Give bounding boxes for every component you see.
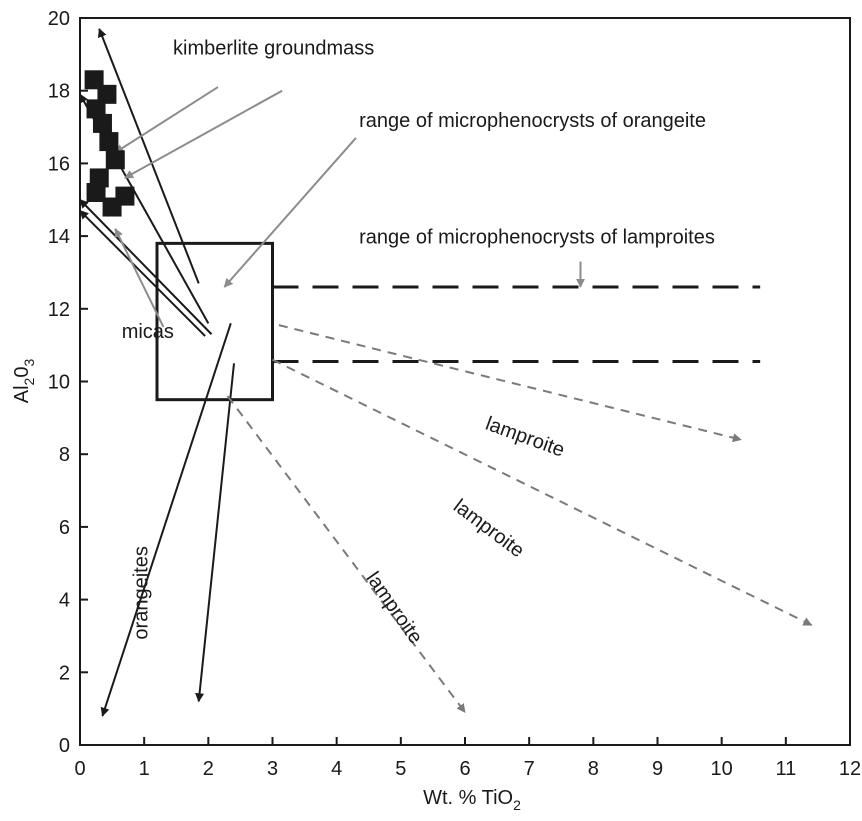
data-point: [102, 197, 122, 217]
mica-pointer: [114, 228, 165, 328]
x-tick-label: 10: [711, 758, 733, 780]
y-tick-label: 14: [48, 226, 70, 248]
y-axis-title: Al203: [11, 359, 37, 404]
kimberlite-pointer-1: [114, 86, 219, 154]
y-tick-label: 0: [59, 735, 70, 757]
y-tick-label: 4: [59, 590, 70, 612]
annotation-lamproite_range: range of microphenocrysts of lamproites: [359, 226, 715, 248]
y-tick-label: 12: [48, 299, 70, 321]
annotation-orangeite_range: range of microphenocrysts of orangeite: [359, 110, 706, 132]
annotation-micas: micas: [122, 321, 174, 343]
x-tick-label: 1: [139, 758, 150, 780]
kimberlite-pointer-2: [124, 89, 283, 179]
y-tick-label: 18: [48, 81, 70, 103]
data-point: [99, 132, 119, 152]
annotation-orangeites: orangeites: [130, 546, 152, 639]
x-tick-label: 4: [331, 758, 342, 780]
data-point: [84, 70, 104, 90]
data-point: [89, 168, 109, 188]
mica-trend-1: [79, 199, 213, 335]
data-point: [86, 182, 106, 202]
data-point: [86, 99, 106, 119]
annotation-lamproite3: lamproite: [361, 568, 426, 648]
x-tick-label: 7: [524, 758, 535, 780]
x-tick-label: 6: [459, 758, 470, 780]
x-tick-label: 11: [775, 758, 796, 780]
x-axis-ticks: 0 1 2 3 4 5 6 7 8 9 10 11 12: [74, 737, 861, 780]
data-point: [105, 150, 125, 170]
y-axis-ticks: 0 2 4 6 8 10 12 14 16 18 20: [48, 8, 88, 757]
x-tick-label: 0: [74, 758, 85, 780]
y-tick-label: 16: [48, 153, 70, 175]
y-tick-label: 6: [59, 517, 70, 539]
y-tick-label: 8: [59, 444, 70, 466]
x-tick-label: 9: [652, 758, 663, 780]
chart-marks: [79, 28, 813, 717]
x-tick-label: 2: [203, 758, 214, 780]
annotation-lamproite1: lamproite: [483, 413, 568, 462]
data-point: [92, 113, 112, 133]
annotation-kimberlite: kimberlite groundmass: [173, 37, 374, 59]
orangeite-trend-1: [100, 323, 232, 717]
mica-trend-2: [79, 209, 206, 337]
lamproite-trend-2: [272, 358, 813, 626]
x-tick-label: 12: [839, 758, 861, 780]
annotation-lamproite2: lamproite: [449, 495, 528, 562]
lamproite-trend-3: [226, 395, 466, 714]
x-tick-label: 5: [395, 758, 406, 780]
chart-annotations: kimberlite groundmass range of micropheno…: [122, 37, 715, 648]
x-tick-label: 8: [588, 758, 599, 780]
x-tick-label: 3: [267, 758, 278, 780]
orangeite-microphenocryst-range: [155, 241, 274, 402]
orangeite-range-pointer: [223, 137, 357, 288]
y-tick-label: 20: [48, 8, 70, 30]
y-tick-label: 2: [59, 662, 70, 684]
orangeite-trend-2: [195, 363, 235, 703]
x-axis-title: Wt. % TiO2: [423, 787, 521, 813]
y-tick-label: 10: [48, 372, 70, 394]
data-point: [97, 84, 117, 104]
kimberlite-trend-1: [98, 28, 200, 284]
